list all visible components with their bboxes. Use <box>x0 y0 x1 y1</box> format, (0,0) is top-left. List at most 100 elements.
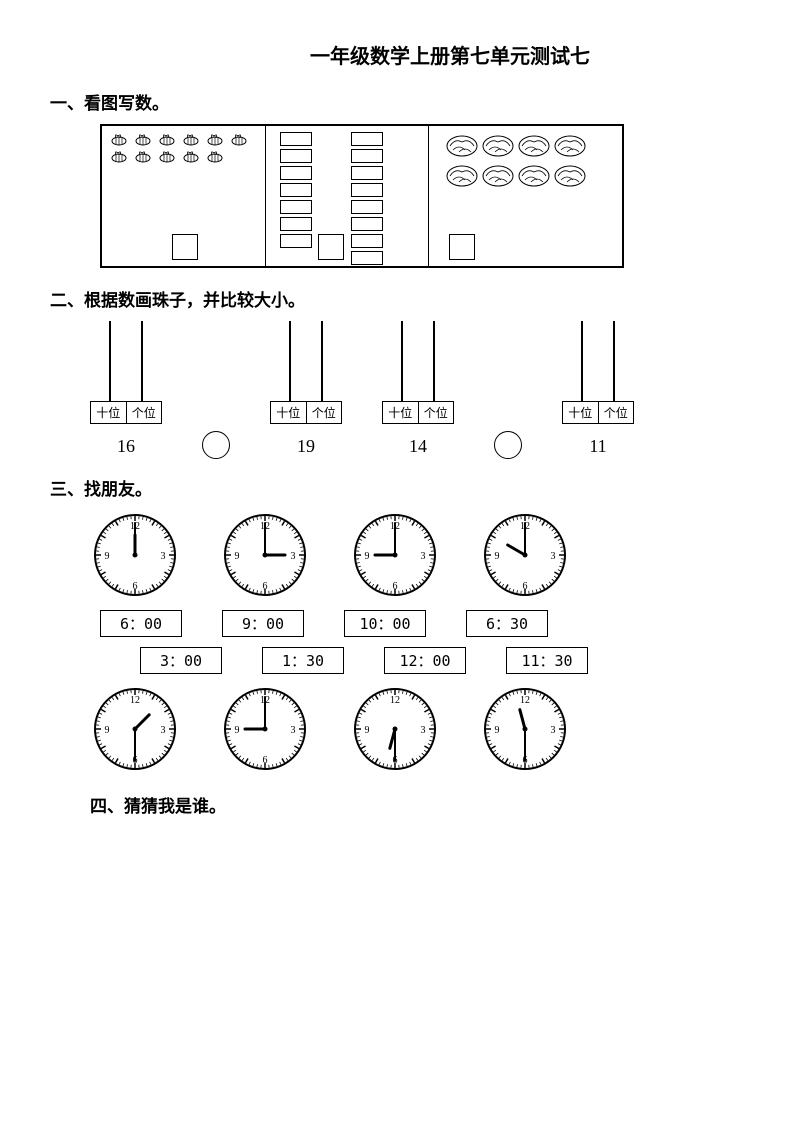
rect-icon <box>351 200 383 214</box>
clock-icon[interactable]: 36912 <box>480 684 570 774</box>
svg-text:6: 6 <box>523 581 528 592</box>
clock-icon[interactable]: 36912 <box>220 510 310 600</box>
answer-box[interactable] <box>172 234 198 260</box>
bee-icon <box>204 132 226 146</box>
bee-icon <box>132 132 154 146</box>
flower-icon <box>445 132 479 158</box>
rect-icon <box>351 183 383 197</box>
rect-icon <box>351 234 383 248</box>
bee-icon <box>108 132 130 146</box>
svg-text:6: 6 <box>133 581 138 592</box>
clock-icon[interactable]: 36912 <box>90 684 180 774</box>
svg-text:3: 3 <box>421 551 426 562</box>
q2-row: 十位 个位 16 十位 个位 19 十位 个位 14 十位 个位 11 <box>90 321 750 457</box>
flower-icon <box>481 132 515 158</box>
svg-text:3: 3 <box>291 725 296 736</box>
q1-panel-rects <box>266 126 430 266</box>
rect-icon <box>351 132 383 146</box>
q1-panel-bees <box>102 126 266 266</box>
time-box[interactable]: 12：00 <box>384 647 466 674</box>
svg-text:9: 9 <box>365 725 370 736</box>
abacus-group: 十位 个位 16 <box>90 321 162 457</box>
bee-icon <box>156 149 178 163</box>
rect-icon <box>351 149 383 163</box>
clock-icon[interactable]: 36912 <box>350 510 440 600</box>
flower-icon <box>517 162 551 188</box>
clock-icon[interactable]: 36912 <box>350 684 440 774</box>
svg-text:9: 9 <box>235 725 240 736</box>
rect-icon <box>280 217 312 231</box>
svg-text:12: 12 <box>520 695 530 706</box>
bee-icon <box>180 149 202 163</box>
q3-heading: 三、找朋友。 <box>50 475 750 500</box>
clock-row-top: 36912369123691236912 <box>90 510 750 600</box>
rect-icon <box>280 132 312 146</box>
abacus-number: 11 <box>589 436 606 457</box>
q2-heading: 二、根据数画珠子，并比较大小。 <box>50 286 750 311</box>
svg-text:12: 12 <box>390 695 400 706</box>
svg-text:9: 9 <box>495 551 500 562</box>
svg-text:6: 6 <box>263 581 268 592</box>
abacus-group: 十位 个位 11 <box>562 321 634 457</box>
svg-text:9: 9 <box>105 725 110 736</box>
time-row-1: 6：00 9：00 10：00 6：30 <box>100 610 750 637</box>
abacus-number: 14 <box>409 436 427 457</box>
rect-icon <box>280 183 312 197</box>
svg-text:3: 3 <box>161 725 166 736</box>
abacus-group: 十位 个位 14 <box>382 321 454 457</box>
bee-icon <box>156 132 178 146</box>
q4-heading: 四、猜猜我是谁。 <box>90 792 750 817</box>
time-box[interactable]: 6：30 <box>466 610 548 637</box>
flower-icon <box>445 162 479 188</box>
bee-icon <box>108 149 130 163</box>
page-title: 一年级数学上册第七单元测试七 <box>150 40 750 69</box>
time-box[interactable]: 10：00 <box>344 610 426 637</box>
bee-icon <box>204 149 226 163</box>
rect-icon <box>280 234 312 248</box>
bee-icon <box>228 132 250 146</box>
bee-icon <box>132 149 154 163</box>
rect-icon <box>280 166 312 180</box>
abacus-number: 16 <box>117 436 135 457</box>
svg-text:9: 9 <box>495 725 500 736</box>
svg-text:9: 9 <box>105 551 110 562</box>
time-box[interactable]: 6：00 <box>100 610 182 637</box>
svg-text:3: 3 <box>161 551 166 562</box>
answer-box[interactable] <box>449 234 475 260</box>
time-row-2: 3：00 1：30 12：00 11：30 <box>140 647 750 674</box>
svg-text:3: 3 <box>291 551 296 562</box>
svg-text:9: 9 <box>235 551 240 562</box>
clock-icon[interactable]: 36912 <box>480 510 570 600</box>
flower-icon <box>481 162 515 188</box>
time-box[interactable]: 1：30 <box>262 647 344 674</box>
answer-box[interactable] <box>318 234 344 260</box>
q1-panel-flowers <box>429 126 622 266</box>
clock-icon[interactable]: 36912 <box>220 684 310 774</box>
bee-icon <box>180 132 202 146</box>
abacus-number: 19 <box>297 436 315 457</box>
flower-icon <box>517 132 551 158</box>
compare-circle[interactable] <box>202 431 230 459</box>
compare-circle[interactable] <box>494 431 522 459</box>
svg-text:6: 6 <box>263 755 268 766</box>
clock-icon[interactable]: 36912 <box>90 510 180 600</box>
rect-icon <box>351 217 383 231</box>
svg-text:6: 6 <box>393 581 398 592</box>
rect-icon <box>351 166 383 180</box>
svg-text:3: 3 <box>421 725 426 736</box>
abacus-group: 十位 个位 19 <box>270 321 342 457</box>
time-box[interactable]: 3：00 <box>140 647 222 674</box>
flower-icon <box>553 132 587 158</box>
q1-heading: 一、看图写数。 <box>50 89 750 114</box>
q1-figure <box>100 124 624 268</box>
svg-text:9: 9 <box>365 551 370 562</box>
rect-icon <box>280 149 312 163</box>
svg-text:3: 3 <box>551 551 556 562</box>
svg-text:3: 3 <box>551 725 556 736</box>
rect-icon <box>351 251 383 265</box>
time-box[interactable]: 11：30 <box>506 647 588 674</box>
clock-row-bottom: 36912369123691236912 <box>90 684 750 774</box>
svg-text:12: 12 <box>130 695 140 706</box>
time-box[interactable]: 9：00 <box>222 610 304 637</box>
rect-icon <box>280 200 312 214</box>
